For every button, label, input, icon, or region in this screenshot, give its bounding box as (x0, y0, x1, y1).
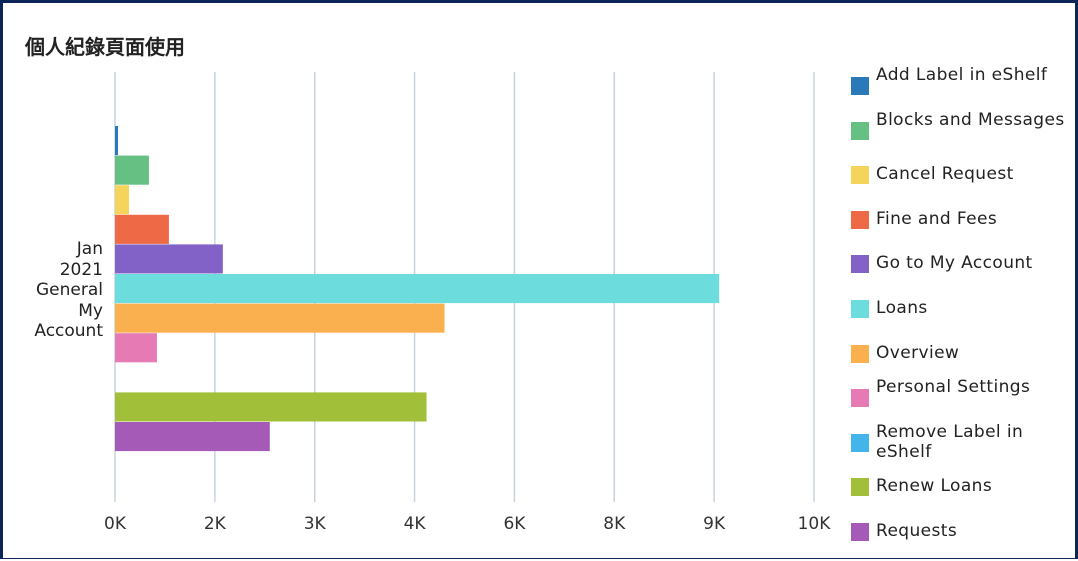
x-tick-label: 9K (703, 514, 726, 534)
bar-personal-settings[interactable] (115, 333, 157, 363)
legend-label: Cancel Request (876, 164, 1014, 185)
legend-label: Go to My Account (876, 253, 1033, 274)
x-tick-label: 10K (798, 514, 832, 534)
legend-label: Renew Loans (876, 476, 993, 497)
legend-swatch (851, 166, 869, 185)
legend-swatch (851, 344, 869, 363)
bar-loans[interactable] (115, 274, 720, 304)
legend-label: Add Label in eShelf (876, 65, 1048, 85)
legend-swatch (851, 478, 869, 497)
legend-swatch (851, 255, 869, 274)
x-tick-label: 8K (603, 514, 626, 534)
legend-label: Fine and Fees (876, 208, 998, 229)
legend-label: Overview (876, 342, 960, 363)
x-tick-label: 6K (503, 514, 526, 534)
legend-label: Personal Settings (876, 377, 1031, 398)
legend-swatch (851, 210, 869, 229)
x-tick-label: 0K (104, 514, 127, 534)
chart-title: 個人紀錄頁面使用 (25, 35, 185, 59)
bar-add-label-in-eshelf[interactable] (115, 126, 118, 156)
x-tick-label: 4K (404, 514, 427, 534)
category-label: Jan 2021 General My Account (34, 239, 103, 341)
legend-swatch (851, 523, 869, 541)
bar-requests[interactable] (115, 422, 270, 452)
legend-label: Loans (876, 298, 928, 318)
legend-swatch (851, 121, 869, 140)
x-tick-label: 3K (304, 514, 327, 534)
legend-swatch (851, 77, 869, 95)
legend-label: Requests (876, 521, 958, 541)
bar-renew-loans[interactable] (115, 392, 427, 422)
x-tick-label: 2K (204, 514, 227, 534)
legend-swatch (851, 433, 869, 452)
bar-blocks-and-messages[interactable] (115, 155, 149, 185)
legend-swatch (851, 300, 869, 318)
bar-go-to-my-account[interactable] (115, 244, 223, 274)
legend-label: Blocks and Messages (876, 109, 1065, 130)
bar-cancel-request[interactable] (115, 185, 129, 215)
legend-label: Remove Label in eShelf (876, 421, 1024, 463)
bar-fine-and-fees[interactable] (115, 214, 169, 244)
bar-overview[interactable] (115, 303, 445, 333)
legend-swatch (851, 389, 869, 408)
